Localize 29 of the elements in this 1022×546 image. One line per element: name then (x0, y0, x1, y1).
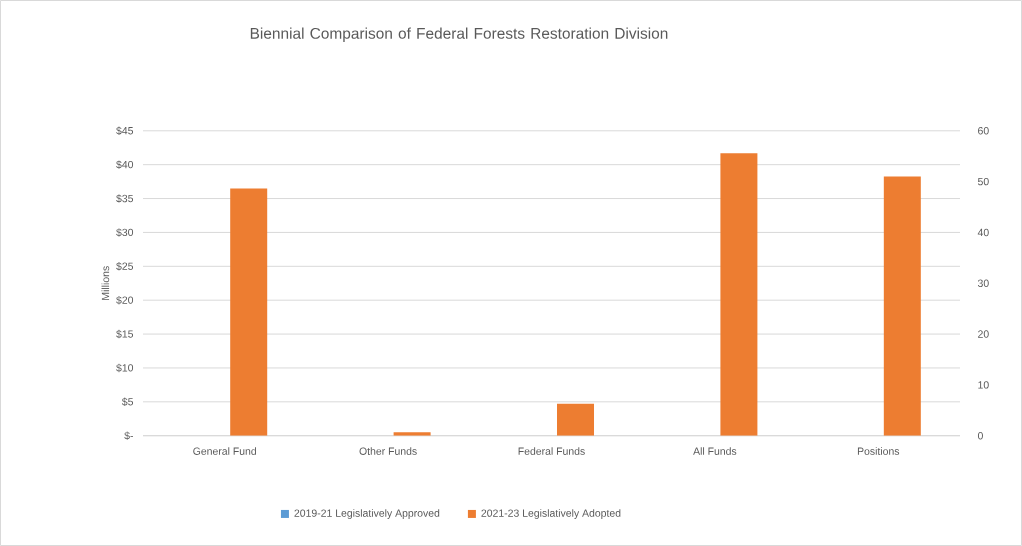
y-tick-label: $- (124, 431, 134, 440)
y2-tick-label: 50 (977, 177, 989, 186)
y-tick-label: $30 (116, 228, 134, 237)
bar (230, 188, 268, 436)
bar (720, 153, 758, 436)
y-tick-label: $20 (116, 295, 134, 305)
x-tick-label: Positions (857, 447, 900, 455)
y2-tick-label: 0 (977, 432, 983, 440)
chart-title: Biennial Comparison of Federal Forests Restoration Division (250, 27, 668, 42)
y-tick-label: $40 (116, 160, 134, 169)
y2-tick-label: 20 (978, 330, 989, 338)
x-tick-label: Other Funds (359, 447, 417, 455)
y-tick-label: $45 (116, 126, 134, 136)
y-tick-label: $5 (121, 397, 134, 407)
y2-tick-label: 30 (977, 279, 989, 287)
y-axis-title: Millions (101, 266, 110, 300)
y2-tick-label: 10 (978, 381, 989, 389)
x-tick-label: General Fund (193, 447, 256, 455)
legend-label: 2021-23 Legislatively Adopted (481, 509, 621, 519)
bar (557, 403, 594, 436)
y-tick-label: $25 (116, 262, 134, 271)
y-tick-label: $35 (116, 194, 134, 203)
y-tick-label: $10 (116, 363, 134, 373)
y2-tick-label: 60 (978, 127, 989, 135)
legend-label: 2019-21 Legislatively Approved (294, 509, 440, 519)
y2-tick-label: 40 (977, 228, 989, 237)
x-tick-label: Federal Funds (518, 447, 585, 455)
y-tick-label: $15 (116, 329, 134, 339)
x-tick-label: All Funds (693, 447, 737, 455)
